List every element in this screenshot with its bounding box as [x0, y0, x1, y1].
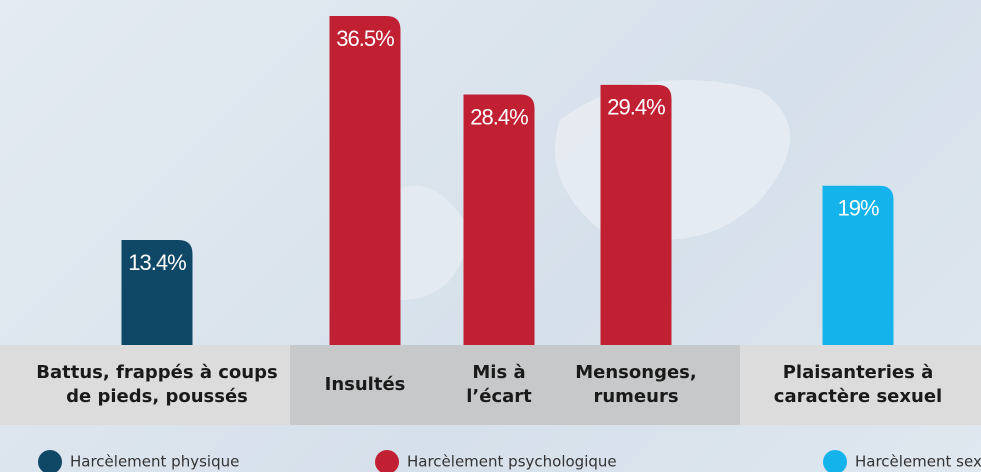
category-text: Mis à l’écart: [466, 362, 532, 407]
legend-label: Harcèlement psychologique: [407, 453, 617, 471]
category-band: [290, 345, 740, 425]
map-shape: [380, 185, 470, 300]
bar: [600, 84, 672, 370]
legend-swatch: [375, 450, 399, 472]
legend-label: Harcèlement sexuel: [855, 453, 981, 471]
category-label: Plaisanteries à caractère sexuel: [758, 345, 958, 425]
category-text: Battus, frappés à coups de pieds, poussé…: [36, 362, 278, 407]
value-label: 13.4%: [128, 250, 186, 275]
bar: [121, 240, 193, 370]
value-label: 29.4%: [607, 95, 665, 120]
value-label: 19%: [837, 196, 878, 221]
category-label: Insultés: [310, 345, 420, 425]
legend-swatch: [823, 450, 847, 472]
value-label: 28.4%: [470, 104, 528, 129]
legend-swatch: [38, 450, 62, 472]
category-label: Battus, frappés à coups de pieds, poussé…: [30, 345, 285, 425]
category-band: [0, 345, 290, 425]
value-label: 36.5%: [336, 26, 394, 51]
category-text: Insultés: [324, 374, 406, 395]
legend-label: Harcèlement physique: [70, 453, 239, 471]
category-label: Mis à l’écart: [454, 345, 544, 425]
category-band: [740, 345, 981, 425]
category-label: Mensonges, rumeurs: [566, 345, 706, 425]
bar: [463, 94, 535, 371]
bar: [329, 15, 401, 370]
bar: [822, 185, 894, 370]
category-text: Mensonges, rumeurs: [575, 362, 697, 407]
map-shape: [555, 80, 790, 240]
category-text: Plaisanteries à caractère sexuel: [773, 362, 943, 407]
